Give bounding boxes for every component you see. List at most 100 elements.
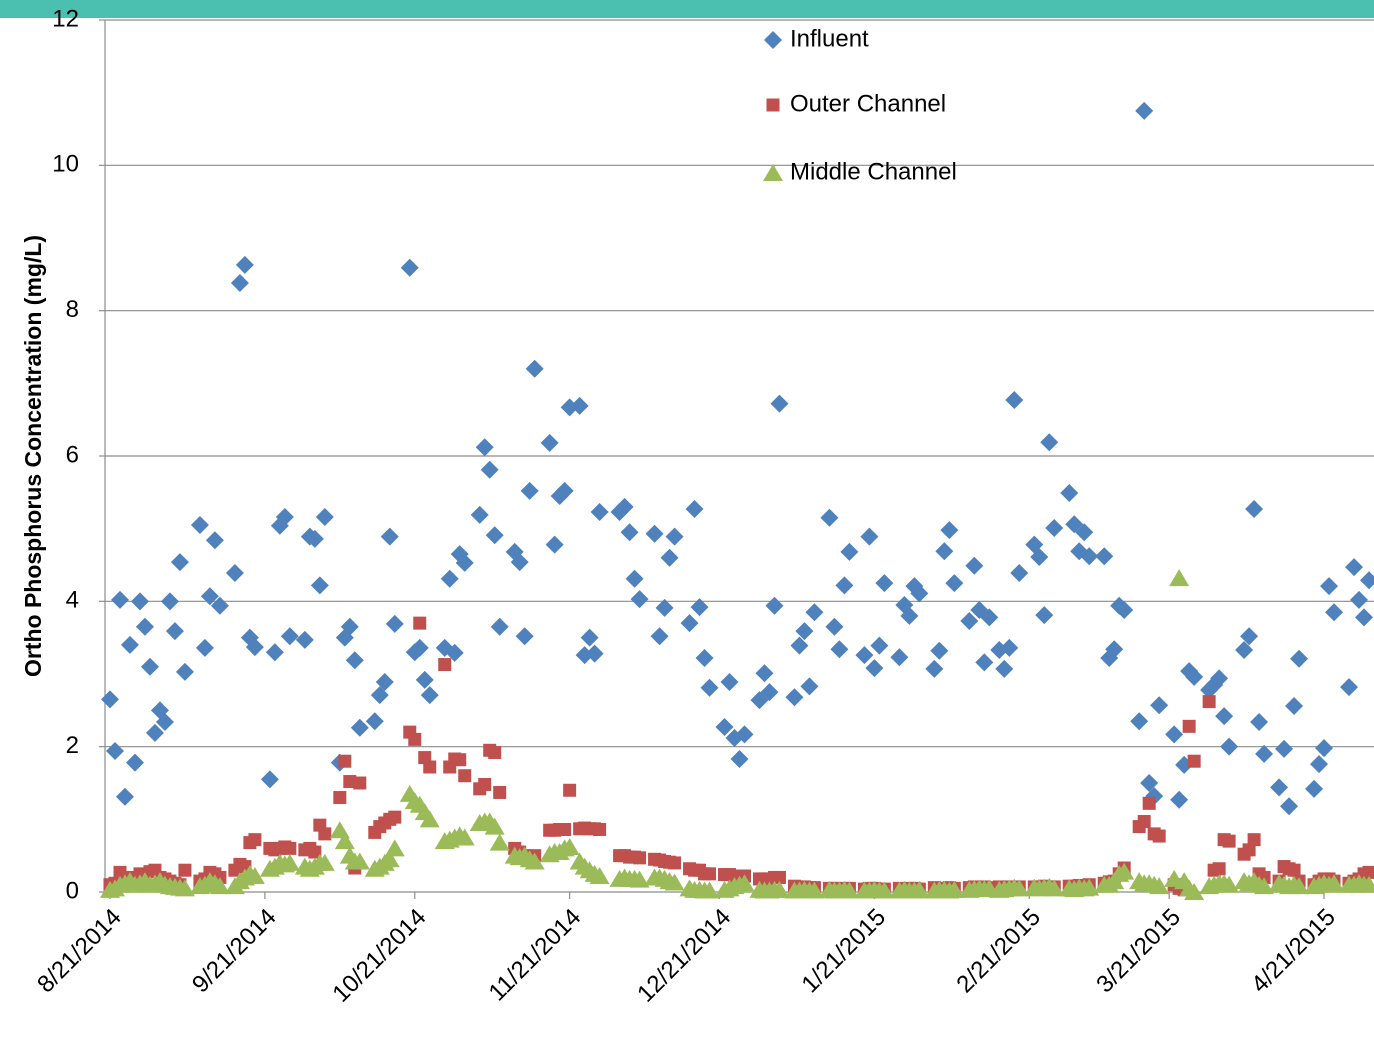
point bbox=[1080, 547, 1099, 566]
point bbox=[345, 651, 364, 670]
point bbox=[589, 867, 610, 885]
point bbox=[945, 574, 964, 593]
point bbox=[1005, 391, 1024, 410]
point bbox=[379, 850, 400, 868]
point bbox=[1275, 739, 1294, 758]
point bbox=[540, 433, 559, 452]
point bbox=[120, 635, 139, 654]
point bbox=[260, 770, 279, 789]
y-tick-label: 10 bbox=[52, 151, 79, 178]
point bbox=[925, 659, 944, 678]
point bbox=[630, 590, 649, 609]
y-tick-label: 12 bbox=[52, 5, 79, 32]
point bbox=[1324, 874, 1345, 892]
point bbox=[478, 777, 492, 791]
point bbox=[734, 874, 755, 892]
point bbox=[314, 853, 335, 871]
x-tick-label: 12/21/2014 bbox=[632, 904, 736, 1008]
point bbox=[295, 630, 314, 649]
point bbox=[1169, 569, 1190, 587]
point bbox=[1280, 797, 1299, 816]
point bbox=[175, 662, 194, 681]
point bbox=[700, 678, 719, 697]
point bbox=[305, 529, 324, 548]
point bbox=[485, 526, 504, 545]
point bbox=[690, 598, 709, 617]
legend-marker bbox=[766, 98, 780, 112]
point bbox=[524, 852, 545, 870]
point bbox=[755, 664, 774, 683]
point bbox=[585, 644, 604, 663]
point bbox=[333, 791, 347, 805]
point bbox=[1305, 779, 1324, 798]
point bbox=[1289, 877, 1310, 895]
y-tick-label: 2 bbox=[66, 732, 79, 759]
point bbox=[489, 833, 510, 851]
point bbox=[695, 649, 714, 668]
point bbox=[248, 833, 262, 847]
point bbox=[1075, 523, 1094, 542]
point bbox=[620, 523, 639, 542]
point bbox=[470, 505, 489, 524]
point bbox=[130, 592, 149, 611]
point bbox=[135, 617, 154, 636]
point bbox=[265, 643, 284, 662]
point bbox=[960, 611, 979, 630]
point bbox=[1210, 669, 1229, 688]
point bbox=[244, 867, 265, 885]
point bbox=[350, 718, 369, 737]
point bbox=[855, 646, 874, 665]
point bbox=[910, 584, 929, 603]
point bbox=[308, 845, 322, 859]
point bbox=[559, 837, 580, 855]
point bbox=[1000, 638, 1019, 657]
point bbox=[525, 359, 544, 378]
point bbox=[735, 725, 754, 744]
x-tick-label: 3/21/2015 bbox=[1091, 904, 1186, 999]
point bbox=[1095, 547, 1114, 566]
point bbox=[480, 460, 499, 479]
point bbox=[1135, 101, 1154, 120]
point bbox=[1137, 815, 1151, 829]
point bbox=[334, 832, 355, 850]
point bbox=[410, 638, 429, 657]
x-tick-label: 9/21/2014 bbox=[187, 904, 282, 999]
point bbox=[1340, 678, 1359, 697]
point bbox=[1187, 754, 1201, 768]
point bbox=[155, 712, 174, 731]
point bbox=[1165, 725, 1184, 744]
point bbox=[1114, 862, 1135, 880]
point bbox=[1130, 712, 1149, 731]
point bbox=[178, 863, 192, 877]
point bbox=[230, 274, 249, 293]
point bbox=[820, 508, 839, 527]
point bbox=[1355, 608, 1374, 627]
point bbox=[165, 622, 184, 641]
point bbox=[1310, 755, 1329, 774]
point bbox=[385, 614, 404, 633]
point bbox=[1142, 796, 1156, 810]
point bbox=[1325, 603, 1344, 622]
point bbox=[1350, 590, 1369, 609]
point bbox=[615, 497, 634, 516]
point bbox=[805, 603, 824, 622]
point bbox=[280, 627, 299, 646]
point bbox=[730, 750, 749, 769]
point bbox=[860, 527, 879, 546]
points bbox=[100, 101, 1374, 900]
point bbox=[930, 641, 949, 660]
point bbox=[209, 877, 230, 895]
point bbox=[1030, 548, 1049, 567]
point bbox=[365, 712, 384, 731]
y-axis-label: Ortho Phosphorus Concentration (mg/L) bbox=[20, 235, 46, 677]
point bbox=[115, 787, 134, 806]
point bbox=[1010, 563, 1029, 582]
point bbox=[772, 870, 786, 884]
point bbox=[1242, 843, 1256, 857]
point bbox=[419, 810, 440, 828]
point bbox=[1185, 667, 1204, 686]
point bbox=[245, 638, 264, 657]
point bbox=[413, 616, 427, 630]
point bbox=[1149, 877, 1170, 895]
